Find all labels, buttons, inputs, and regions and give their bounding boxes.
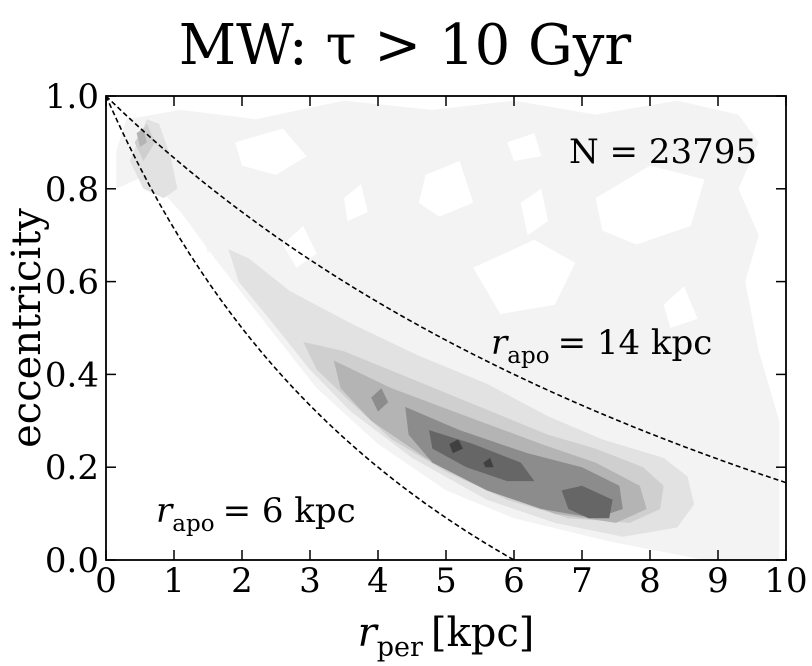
x-tick-label-4: 4	[367, 561, 389, 601]
curve-label-outer-value: = 14 kpc	[558, 323, 713, 363]
curve-label-outer-sub: apo	[507, 343, 549, 369]
x-axis-label-main: r	[358, 610, 380, 656]
density-level-4-region-1	[136, 128, 147, 147]
density-level-1-gap-4	[520, 188, 548, 236]
curve-label-inner-sub: apo	[172, 511, 214, 537]
density-level-1-gap-8	[663, 286, 698, 328]
density-level-1-gap-7	[507, 133, 542, 161]
x-tick-label-7: 7	[571, 561, 593, 601]
density-level-1-gap-2	[344, 184, 368, 222]
y-tick-label-2: 0.4	[45, 355, 99, 395]
y-axis-ticks: 0.0 0.2 0.4 0.6 0.8 1.0	[45, 77, 786, 581]
y-tick-label-4: 0.8	[45, 170, 99, 210]
density-level-5-region-1	[371, 388, 389, 412]
density-level-1-gap-3	[418, 161, 474, 217]
y-tick-label-1: 0.2	[45, 448, 99, 488]
apocentre-curve-6-kpc	[106, 96, 515, 560]
curve-label-inner: rapo = 6 kpc	[156, 491, 356, 537]
count-annotation: N = 23795	[569, 132, 757, 172]
density-level-7-region-1	[449, 439, 463, 454]
apocentre-curve-14-kpc	[106, 96, 786, 484]
density-level-7	[449, 439, 494, 468]
x-axis-label-sub: per	[377, 632, 423, 663]
density-level-1-gap-6	[595, 165, 705, 245]
x-tick-label-10: 10	[764, 561, 807, 601]
curve-label-inner-main: r	[156, 491, 174, 531]
y-tick-label-3: 0.6	[45, 263, 99, 303]
y-tick-label-0: 0.0	[45, 541, 99, 581]
x-axis-label: rper [kpc]	[358, 610, 535, 663]
y-tick-label-5: 1.0	[45, 77, 99, 117]
x-tick-label-5: 5	[435, 561, 457, 601]
x-tick-label-6: 6	[503, 561, 525, 601]
x-tick-label-2: 2	[231, 561, 253, 601]
density-level-7-region-2	[483, 457, 494, 468]
x-tick-label-3: 3	[299, 561, 321, 601]
chart-title: MW: τ > 10 Gyr	[179, 13, 632, 78]
density-level-1-gap-1	[235, 128, 307, 175]
density-level-1-gap-9	[282, 225, 317, 268]
curve-label-inner-value: = 6 kpc	[223, 491, 356, 531]
x-tick-label-8: 8	[639, 561, 661, 601]
x-tick-label-0: 0	[95, 561, 117, 601]
density-level-6-region-2	[561, 485, 613, 519]
x-tick-label-9: 9	[707, 561, 729, 601]
x-tick-label-1: 1	[163, 561, 185, 601]
plot-content	[106, 96, 786, 560]
density-level-1-region-2	[204, 221, 214, 254]
curve-label-outer-main: r	[491, 323, 509, 363]
curve-label-outer: rapo = 14 kpc	[491, 323, 712, 369]
y-axis-label: eccentricity	[4, 208, 50, 448]
x-axis-label-unit: [kpc]	[431, 610, 534, 656]
x-axis-ticks: 0 1 2 3 4 5 6 7 8 9 10	[95, 96, 808, 601]
plot-area	[105, 95, 787, 561]
density-level-1-gap-5	[473, 239, 576, 315]
